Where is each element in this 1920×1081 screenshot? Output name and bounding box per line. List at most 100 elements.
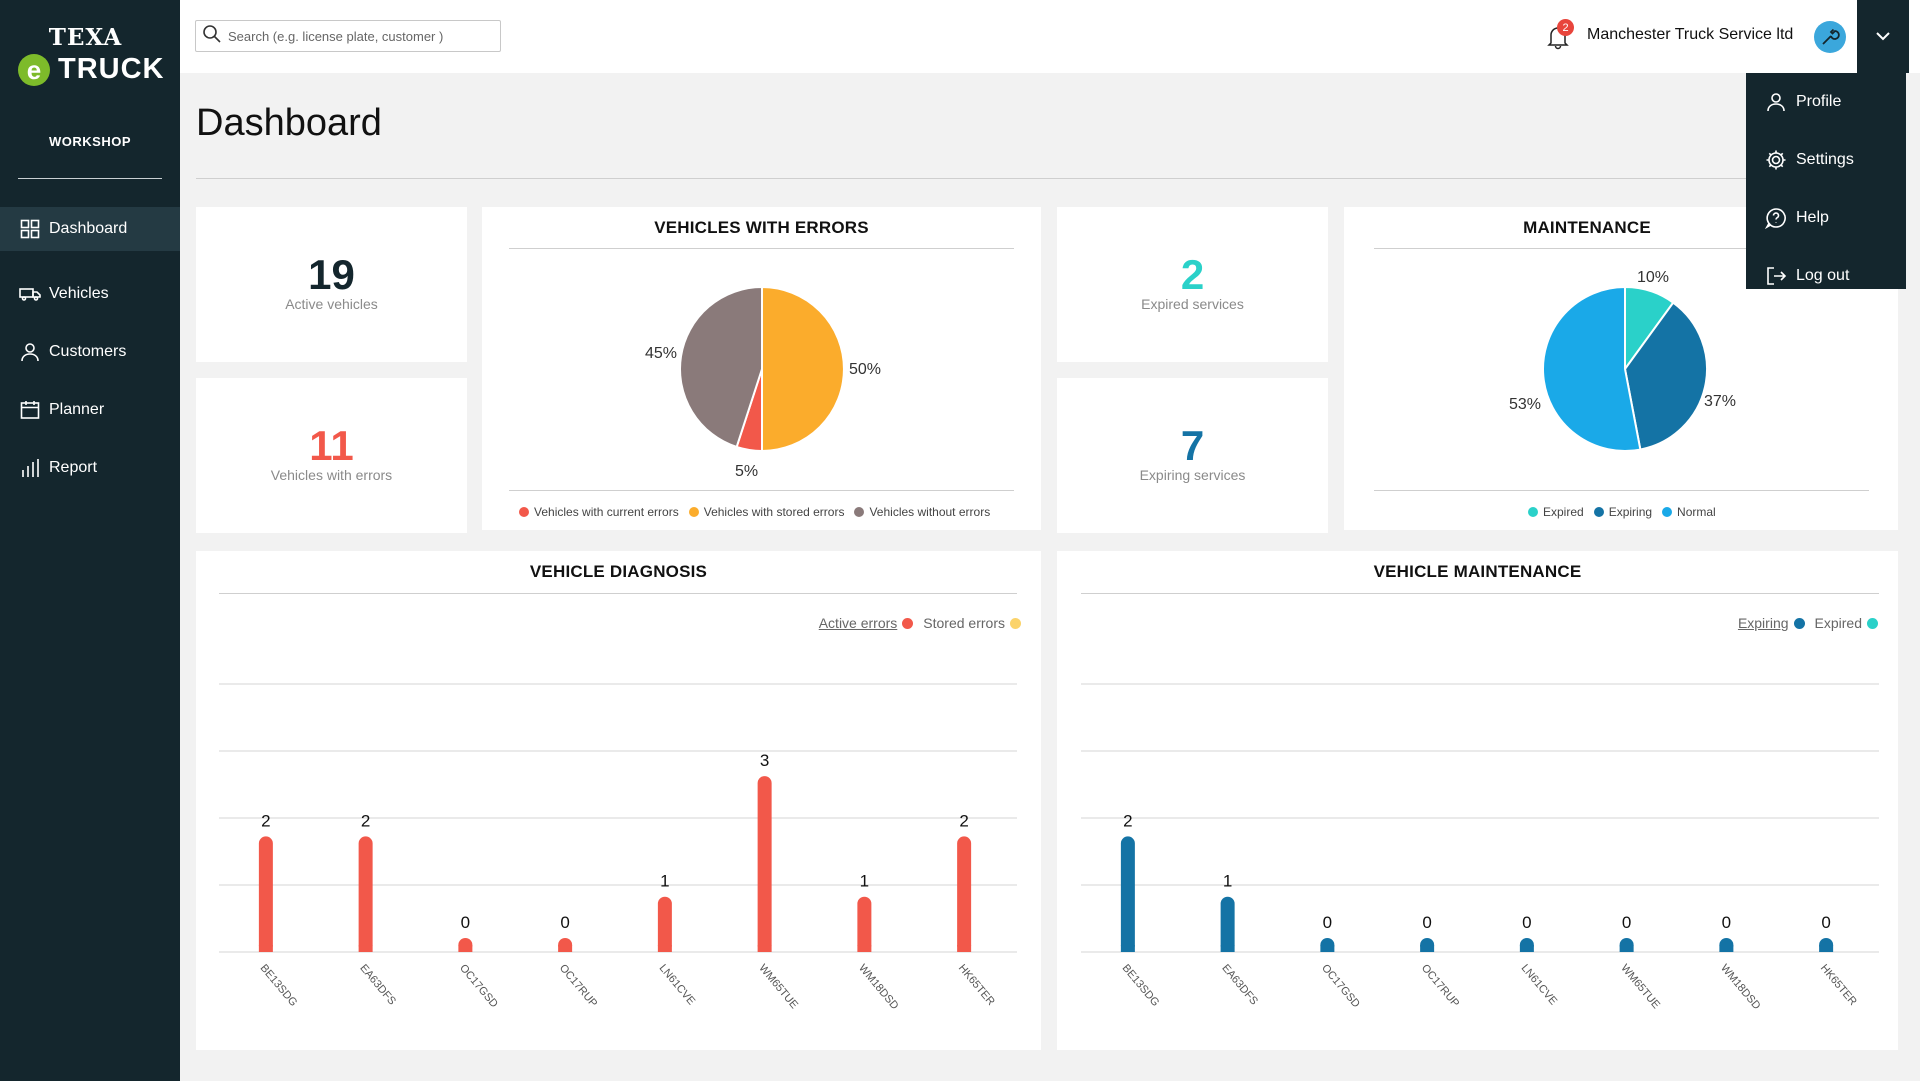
legend-stored-errors[interactable]: Stored errors <box>923 615 1021 631</box>
x-tick-label: WM18DSD <box>856 962 901 1012</box>
x-tick-label: OC17RUP <box>1419 962 1462 1010</box>
x-tick-label: HK65TER <box>956 962 997 1008</box>
bar-base <box>857 945 872 952</box>
x-tick-label: BE13SDG <box>258 962 300 1009</box>
card-title: VEHICLE MAINTENANCE <box>1373 562 1582 581</box>
bar-value-label: 3 <box>760 751 769 770</box>
bar-value-label: 1 <box>860 872 869 891</box>
legend-expired[interactable]: Expired <box>1815 615 1878 631</box>
x-tick-label: HK65TER <box>1818 962 1859 1008</box>
bar-ea63dfs[interactable] <box>358 836 373 952</box>
bar-wm18dsd[interactable] <box>857 896 872 952</box>
user-menu-dropdown: Profile Settings Help Log out <box>1746 73 1906 289</box>
truck-icon <box>18 283 42 305</box>
topbar: 2 Manchester Truck Service ltd <box>180 0 1920 73</box>
bar-hk65ter[interactable] <box>957 836 972 952</box>
bar-value-label: 0 <box>1821 913 1830 932</box>
card-divider <box>1081 593 1879 594</box>
vehicles-with-errors-card[interactable]: 11 Vehicles with errors <box>196 378 467 533</box>
bar-value-label: 1 <box>660 872 669 891</box>
bar-base <box>1619 945 1634 952</box>
errors-pie-chart <box>679 285 845 453</box>
stat-value: 19 <box>308 251 355 298</box>
user-icon <box>1764 90 1788 114</box>
legend-item: Vehicles without errors <box>854 505 990 519</box>
stat-label: Expired services <box>1141 296 1244 312</box>
diagnosis-legend: Active errors Stored errors <box>809 615 1021 631</box>
bar-base <box>1220 945 1235 952</box>
stat-value: 2 <box>1180 251 1205 298</box>
bar-value-label: 2 <box>959 811 968 830</box>
bar-wm65tue[interactable] <box>757 776 772 952</box>
sidebar-item-customers[interactable]: Customers <box>0 323 180 381</box>
sidebar-divider <box>18 178 162 179</box>
sidebar-item-vehicles[interactable]: Vehicles <box>0 265 180 323</box>
bar-base <box>358 945 373 952</box>
menu-item-profile[interactable]: Profile <box>1746 73 1906 131</box>
bar-value-label: 2 <box>361 811 370 830</box>
maintenance-pie-slice-normal[interactable] <box>1542 285 1642 452</box>
bar-base <box>1819 945 1834 952</box>
menu-item-label: Settings <box>1796 151 1854 168</box>
notification-badge: 2 <box>1557 19 1574 36</box>
menu-item-label: Help <box>1796 209 1829 226</box>
gear-icon <box>1764 148 1788 172</box>
texa-logo[interactable]: TEXA e TRUCK <box>18 24 168 86</box>
sidebar-item-label: Report <box>49 459 98 476</box>
bar-ln61cve[interactable] <box>657 896 672 952</box>
bar-value-label: 1 <box>1223 872 1232 891</box>
vehicle-maintenance-card: VEHICLE MAINTENANCE Expiring Expired 2 BE… <box>1057 551 1898 1050</box>
x-tick-label: LN61CVE <box>657 962 698 1007</box>
menu-item-help[interactable]: Help <box>1746 189 1906 247</box>
maintenance-pie-slice-expiring[interactable] <box>1623 301 1708 451</box>
sidebar-item-dashboard[interactable]: Dashboard <box>0 207 180 251</box>
bar-be13sdg[interactable] <box>258 836 273 952</box>
pie-label-expired: 10% <box>1637 269 1670 286</box>
active-vehicles-card[interactable]: 19 Active vehicles <box>196 207 467 362</box>
errors-pie-slice-vehicles-without-errors[interactable] <box>679 285 763 449</box>
sidebar-item-label: Customers <box>49 343 127 360</box>
user-avatar[interactable] <box>1814 21 1846 53</box>
errors-pie-slice-vehicles-with-stored-errors[interactable] <box>761 285 845 453</box>
search-input[interactable] <box>228 28 488 44</box>
bar-be13sdg[interactable] <box>1120 836 1135 952</box>
search-box[interactable] <box>195 20 501 52</box>
card-divider <box>1374 248 1869 249</box>
bars-icon <box>18 457 42 479</box>
bar-value-label: 0 <box>1422 913 1431 932</box>
errors-pie-legend: Vehicles with current errors Vehicles wi… <box>519 505 1000 519</box>
x-tick-label: EA63DFS <box>357 962 398 1007</box>
expiring-services-card[interactable]: 7 Expiring services <box>1057 378 1328 533</box>
legend-expiring[interactable]: Expiring <box>1738 615 1805 631</box>
menu-item-label: Log out <box>1796 267 1850 284</box>
bar-value-label: 2 <box>1123 811 1132 830</box>
user-menu-toggle[interactable] <box>1857 0 1909 73</box>
stat-label: Expiring services <box>1139 467 1246 483</box>
bar-value-label: 0 <box>1722 913 1731 932</box>
bar-ea63dfs[interactable] <box>1220 896 1235 952</box>
logout-icon <box>1764 264 1788 288</box>
pie-label-without: 45% <box>645 345 678 362</box>
bar-base <box>957 945 972 952</box>
pie-label-stored: 50% <box>849 361 882 378</box>
legend-active-errors[interactable]: Active errors <box>819 615 914 631</box>
bar-base <box>757 945 772 952</box>
bar-value-label: 2 <box>261 811 270 830</box>
x-tick-label: OC17RUP <box>557 962 600 1010</box>
bar-base <box>1519 945 1534 952</box>
menu-item-settings[interactable]: Settings <box>1746 131 1906 189</box>
sidebar-item-planner[interactable]: Planner <box>0 381 180 439</box>
bar-base <box>458 945 473 952</box>
stat-label: Vehicles with errors <box>270 467 393 483</box>
bar-value-label: 0 <box>461 913 470 932</box>
x-tick-label: WM65TUE <box>1618 962 1662 1011</box>
bar-base <box>558 945 573 952</box>
legend-item: Vehicles with current errors <box>519 505 679 519</box>
sidebar-item-report[interactable]: Report <box>0 439 180 497</box>
x-tick-label: BE13SDG <box>1120 962 1162 1009</box>
card-divider <box>1374 490 1869 491</box>
maintenance-bar-chart: 2 BE13SDG 1 EA63DFS 0 OC17GSD 0 OC17RUP 0 LN61CVE… <box>1081 683 1879 1012</box>
expired-services-card[interactable]: 2 Expired services <box>1057 207 1328 362</box>
menu-item-logout[interactable]: Log out <box>1746 247 1906 305</box>
bar-base <box>258 945 273 952</box>
